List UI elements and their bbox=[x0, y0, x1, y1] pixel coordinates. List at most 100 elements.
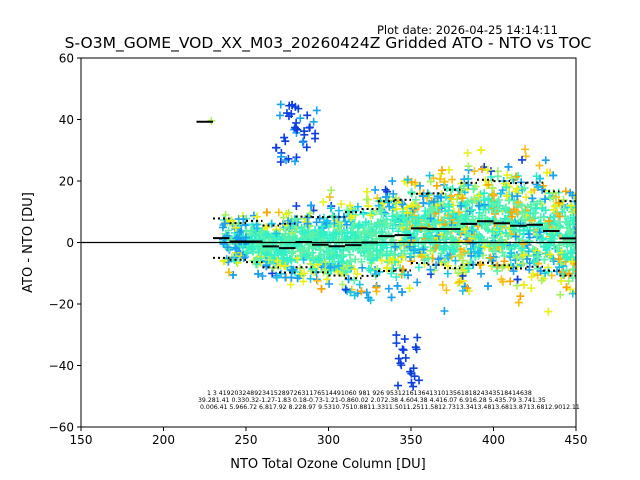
scatter-point bbox=[443, 251, 452, 260]
scatter-point bbox=[470, 243, 479, 252]
scatter-point bbox=[334, 206, 343, 215]
scatter-point bbox=[325, 279, 334, 288]
scatter-point bbox=[302, 251, 311, 260]
scatter-point bbox=[513, 184, 522, 193]
scatter-point bbox=[254, 269, 263, 278]
scatter-point bbox=[565, 269, 574, 278]
scatter-point bbox=[404, 271, 413, 280]
scatter-point bbox=[464, 162, 473, 171]
scatter-point bbox=[459, 266, 468, 275]
scatter-point bbox=[507, 173, 516, 182]
scatter-point bbox=[287, 228, 296, 237]
scatter-point bbox=[350, 291, 359, 300]
scatter-point bbox=[563, 223, 572, 232]
scatter-point bbox=[489, 189, 498, 198]
scatter-point bbox=[560, 250, 569, 259]
scatter-point bbox=[328, 211, 337, 220]
scatter-point bbox=[541, 206, 550, 215]
scatter-point bbox=[514, 198, 523, 207]
scatter-point bbox=[400, 270, 409, 279]
scatter-point bbox=[261, 230, 270, 239]
y-axis-label: ATO - NTO [DU] bbox=[21, 192, 36, 293]
scatter-point bbox=[516, 292, 525, 301]
scatter-point bbox=[253, 212, 262, 221]
x-tick-label: 200 bbox=[152, 433, 175, 447]
scatter-point bbox=[483, 237, 492, 246]
scatter-point bbox=[341, 285, 350, 294]
scatter-point bbox=[280, 255, 289, 264]
scatter-point bbox=[514, 298, 523, 307]
scatter-point bbox=[392, 272, 401, 281]
scatter-point bbox=[535, 161, 544, 170]
scatter-point bbox=[381, 193, 390, 202]
scatter-point bbox=[374, 219, 383, 228]
scatter-point bbox=[494, 196, 503, 205]
scatter-point bbox=[313, 276, 322, 285]
scatter-point bbox=[392, 331, 401, 340]
scatter-point bbox=[317, 284, 326, 293]
scatter-point bbox=[350, 231, 359, 240]
scatter-point bbox=[561, 187, 570, 196]
scatter-point bbox=[540, 255, 549, 264]
scatter-point bbox=[264, 256, 273, 265]
scatter-point bbox=[331, 229, 340, 238]
scatter-point bbox=[552, 244, 561, 253]
scatter-point bbox=[520, 184, 529, 193]
scatter-point bbox=[346, 201, 355, 210]
scatter-point bbox=[338, 237, 347, 246]
scatter-point bbox=[340, 266, 349, 275]
scatter-point bbox=[298, 138, 307, 147]
scatter-point bbox=[506, 245, 515, 254]
scatter-point bbox=[325, 193, 334, 202]
scatter-point bbox=[549, 171, 558, 180]
scatter-point bbox=[424, 254, 433, 263]
scatter-point bbox=[337, 257, 346, 266]
scatter-point bbox=[366, 249, 375, 258]
scatter-point bbox=[293, 274, 302, 283]
scatter-point bbox=[303, 111, 312, 120]
scatter-point bbox=[218, 223, 227, 232]
scatter-point bbox=[325, 253, 334, 262]
x-axis: 150 200 250 300 350 400 450 bbox=[70, 427, 587, 447]
scatter-point bbox=[541, 156, 550, 165]
scatter-point bbox=[440, 242, 449, 251]
scatter-point bbox=[442, 286, 451, 295]
scatter-point bbox=[364, 243, 373, 252]
scatter-point bbox=[470, 167, 479, 176]
scatter-point bbox=[448, 223, 457, 232]
scatter-point bbox=[328, 259, 337, 268]
scatter-point bbox=[480, 200, 489, 209]
scatter-point bbox=[463, 148, 472, 157]
scatter-point bbox=[458, 262, 467, 271]
scatter-point bbox=[272, 273, 281, 282]
scatter-point bbox=[454, 208, 463, 217]
scatter-point bbox=[275, 245, 284, 254]
scatter-point bbox=[475, 249, 484, 258]
scatter-point bbox=[522, 193, 531, 202]
scatter-point bbox=[414, 263, 423, 272]
scatter-point bbox=[238, 242, 247, 251]
scatter-point bbox=[405, 242, 414, 251]
scatter-point bbox=[319, 198, 328, 207]
scatter-point bbox=[394, 354, 403, 363]
scatter-point bbox=[513, 192, 522, 201]
scatter-point bbox=[416, 220, 425, 229]
scatter-point bbox=[329, 234, 337, 243]
scatter-point bbox=[486, 253, 495, 262]
scatter-point bbox=[224, 268, 233, 277]
scatter-point bbox=[398, 288, 407, 297]
scatter-point bbox=[444, 200, 453, 209]
scatter-point bbox=[399, 346, 408, 355]
scatter-point bbox=[492, 262, 501, 271]
scatter-point bbox=[441, 207, 450, 216]
scatter-point bbox=[518, 208, 527, 217]
scatter-point bbox=[466, 244, 475, 253]
scatter-point bbox=[548, 231, 557, 240]
scatter-point bbox=[425, 171, 434, 180]
scatter-point bbox=[222, 218, 231, 227]
scatter-point bbox=[478, 165, 487, 174]
scatter-point bbox=[262, 223, 271, 232]
scatter-point bbox=[282, 210, 291, 219]
scatter-point bbox=[540, 222, 549, 231]
